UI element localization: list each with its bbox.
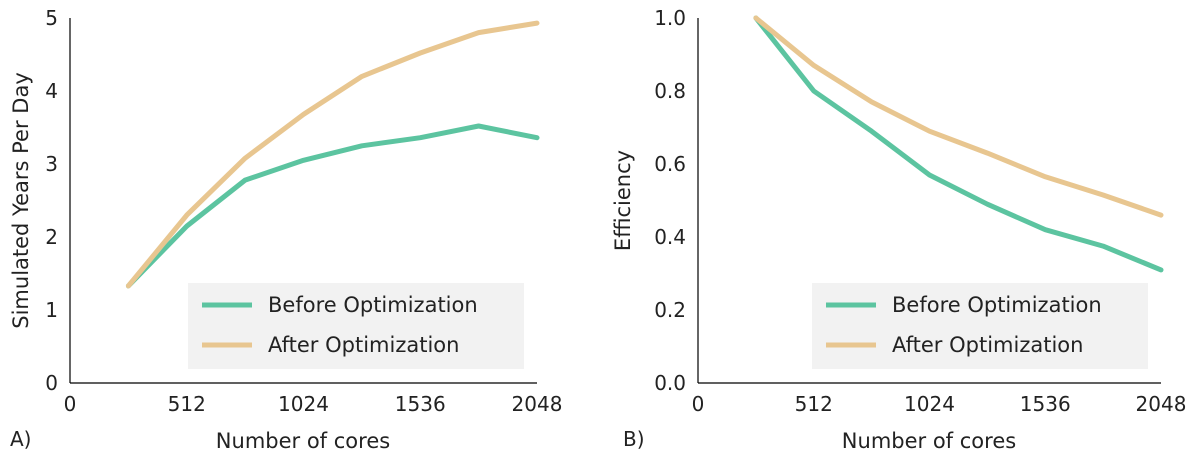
x-tick-label: 1536 xyxy=(395,392,446,416)
x-tick-label: 1536 xyxy=(1020,392,1071,416)
x-axis-title: Number of cores xyxy=(216,429,390,453)
y-tick-label: 1.0 xyxy=(654,6,686,30)
legend-box xyxy=(188,283,524,369)
y-axis-title: Efficiency xyxy=(611,150,635,251)
y-tick-label: 0.8 xyxy=(654,79,686,103)
y-tick-label: 0.0 xyxy=(654,371,686,395)
y-tick-label: 0.6 xyxy=(654,152,686,176)
y-tick-label: 4 xyxy=(45,79,58,103)
x-tick-label: 1024 xyxy=(278,392,329,416)
y-tick-label: 5 xyxy=(45,6,58,30)
series-line-after xyxy=(125,20,540,289)
panel-tag: B) xyxy=(623,427,645,451)
chart-panel-a: 0 512 1024 1536 2048 0 1 2 3 4 5 Number of cores Sim… xyxy=(9,6,562,453)
x-tick-label: 2048 xyxy=(512,392,563,416)
y-tick-label: 2 xyxy=(45,225,58,249)
x-tick-label: 0 xyxy=(64,392,77,416)
legend-box xyxy=(812,283,1148,369)
series-line-after xyxy=(753,15,1164,218)
legend: Before Optimization After Optimization xyxy=(188,283,524,369)
series-line-before xyxy=(753,15,1164,273)
y-tick-label: 1 xyxy=(45,298,58,322)
panel-tag: A) xyxy=(10,427,31,451)
legend-label: After Optimization xyxy=(268,333,459,357)
x-tick-label: 512 xyxy=(795,392,833,416)
y-tick-label: 0.4 xyxy=(654,225,686,249)
y-axis-title: Simulated Years Per Day xyxy=(9,72,33,328)
legend-label: Before Optimization xyxy=(892,293,1102,317)
y-tick-label: 3 xyxy=(45,152,58,176)
chart-panel-b: 0 512 1024 1536 2048 0.0 0.2 0.4 0.6 0.8 1.0 Number… xyxy=(611,6,1186,453)
y-tick-label: 0.2 xyxy=(654,298,686,322)
series-line-before xyxy=(125,123,540,289)
x-tick-label: 2048 xyxy=(1136,392,1187,416)
y-tick-label: 0 xyxy=(45,371,58,395)
x-tick-label: 512 xyxy=(168,392,206,416)
legend-label: After Optimization xyxy=(892,333,1083,357)
x-tick-label: 0 xyxy=(692,392,705,416)
legend: Before Optimization After Optimization xyxy=(812,283,1148,369)
x-axis-title: Number of cores xyxy=(842,429,1016,453)
legend-label: Before Optimization xyxy=(268,293,478,317)
x-tick-label: 1024 xyxy=(904,392,955,416)
